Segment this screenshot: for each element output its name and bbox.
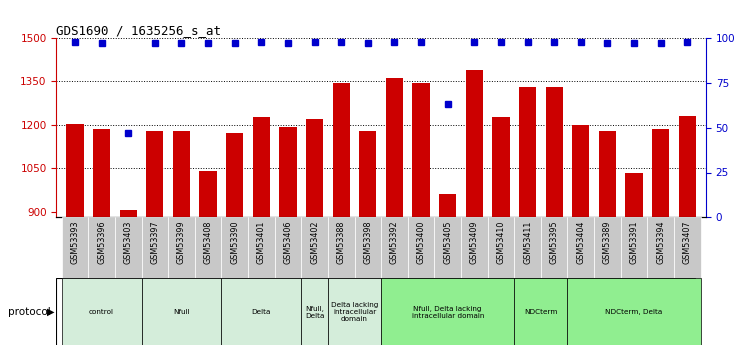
Bar (599, 131, 616, 217)
Text: GSM53396: GSM53396 (97, 220, 106, 264)
Text: Nfull, Delta lacking
intracellular domain: Nfull, Delta lacking intracellular domai… (412, 306, 484, 319)
Bar (408, 217, 434, 278)
Text: ▶: ▶ (47, 307, 55, 317)
Bar (466, 70, 483, 217)
Bar (279, 127, 297, 217)
Bar (434, 217, 461, 278)
Text: GSM53394: GSM53394 (656, 220, 665, 264)
Bar (252, 117, 270, 217)
Text: GSM53405: GSM53405 (443, 220, 452, 264)
Text: GSM53391: GSM53391 (629, 220, 638, 264)
Bar (93, 129, 110, 217)
Bar (493, 117, 510, 217)
Bar (354, 217, 382, 278)
Bar (545, 87, 562, 217)
Bar (62, 217, 89, 278)
Bar (652, 129, 669, 217)
Text: GSM53411: GSM53411 (523, 220, 532, 264)
Bar (62, 278, 141, 345)
Bar (328, 217, 354, 278)
Bar (568, 217, 594, 278)
Bar (541, 217, 568, 278)
Text: Nfull,
Delta: Nfull, Delta (305, 306, 324, 319)
Text: GSM53400: GSM53400 (417, 220, 426, 264)
Bar (386, 78, 403, 217)
Bar (226, 133, 243, 217)
Bar (621, 217, 647, 278)
Text: GSM53399: GSM53399 (177, 220, 186, 264)
Bar (359, 130, 376, 217)
Text: GSM53409: GSM53409 (470, 220, 479, 264)
Bar (519, 87, 536, 217)
Text: GSM53403: GSM53403 (124, 220, 133, 264)
Bar (306, 119, 323, 217)
Bar (89, 217, 115, 278)
Bar (679, 116, 696, 217)
Text: GSM53410: GSM53410 (496, 220, 505, 264)
Text: Nfull: Nfull (173, 309, 190, 315)
Bar (487, 217, 514, 278)
Bar (514, 278, 568, 345)
Text: GSM53388: GSM53388 (336, 220, 345, 264)
Bar (275, 217, 301, 278)
Text: GDS1690 / 1635256_s_at: GDS1690 / 1635256_s_at (56, 24, 222, 37)
Bar (647, 217, 674, 278)
Text: control: control (89, 309, 114, 315)
Bar (222, 217, 248, 278)
Text: Delta lacking
intracellular
domain: Delta lacking intracellular domain (331, 302, 379, 322)
Bar (514, 217, 541, 278)
Text: GSM53397: GSM53397 (150, 220, 159, 264)
Text: GSM53406: GSM53406 (283, 220, 292, 264)
Text: GSM53389: GSM53389 (603, 220, 612, 264)
Bar (195, 217, 222, 278)
Text: GSM53395: GSM53395 (550, 220, 559, 264)
Bar (141, 217, 168, 278)
Bar (412, 83, 430, 217)
Bar (146, 131, 164, 217)
Text: NDCterm, Delta: NDCterm, Delta (605, 309, 662, 315)
Bar (301, 278, 328, 345)
Text: GSM53402: GSM53402 (310, 220, 319, 264)
Bar (200, 171, 217, 217)
Bar (173, 130, 190, 217)
Text: GSM53404: GSM53404 (576, 220, 585, 264)
Bar (119, 210, 137, 217)
Bar (461, 217, 487, 278)
Bar (439, 194, 457, 217)
Bar (568, 278, 701, 345)
Text: protocol: protocol (8, 307, 50, 317)
Bar (572, 125, 590, 217)
Bar (382, 278, 514, 345)
Text: Delta: Delta (252, 309, 271, 315)
Text: GSM53407: GSM53407 (683, 220, 692, 264)
Bar (66, 124, 83, 217)
Bar (248, 217, 275, 278)
Bar (301, 217, 328, 278)
Bar (626, 172, 643, 217)
Bar (222, 278, 301, 345)
Text: GSM53408: GSM53408 (204, 220, 213, 264)
Text: GSM53393: GSM53393 (71, 220, 80, 264)
Text: NDCterm: NDCterm (524, 309, 557, 315)
Text: GSM53398: GSM53398 (363, 220, 372, 264)
Bar (674, 217, 701, 278)
Bar (115, 217, 141, 278)
Text: GSM53401: GSM53401 (257, 220, 266, 264)
Text: GSM53392: GSM53392 (390, 220, 399, 264)
Bar (594, 217, 621, 278)
Bar (333, 82, 350, 217)
Bar (382, 217, 408, 278)
Bar (168, 217, 195, 278)
Bar (141, 278, 222, 345)
Bar (328, 278, 382, 345)
Text: GSM53390: GSM53390 (231, 220, 240, 264)
